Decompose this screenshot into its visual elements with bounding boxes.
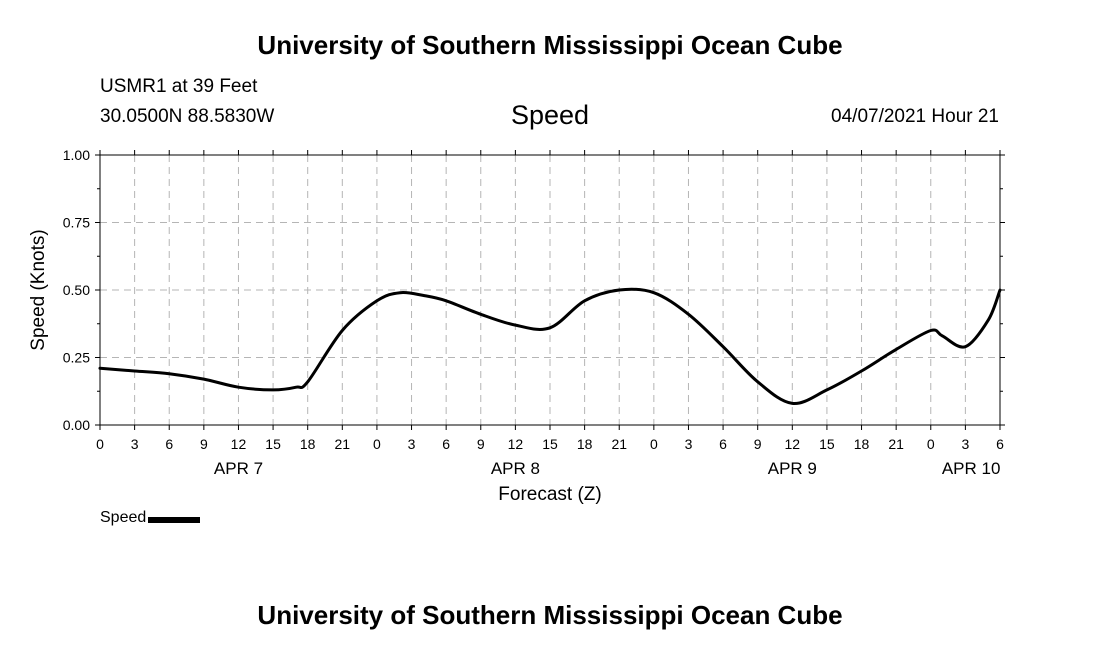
x-tick-label: 12 bbox=[785, 436, 801, 452]
x-date-label: APR 10 bbox=[942, 459, 1001, 478]
legend: Speed bbox=[100, 509, 201, 527]
x-tick-label: 6 bbox=[442, 436, 450, 452]
x-date-label: APR 7 bbox=[214, 459, 263, 478]
series-line-speed bbox=[98, 287, 1002, 405]
chart-labels: 0.00 0.25 0.50 0.75 1.00 0 3 6 9 12 15 18 21 0 3 6 9 12 15… bbox=[63, 147, 1004, 478]
x-tick-label: 21 bbox=[611, 436, 627, 452]
y-tick-label: 1.00 bbox=[63, 147, 90, 163]
x-tick-label: 15 bbox=[819, 436, 835, 452]
x-tick-label: 21 bbox=[335, 436, 351, 452]
x-axis-label: Forecast (Z) bbox=[498, 484, 601, 505]
plot-frame bbox=[99, 154, 1001, 426]
x-tick-label: 18 bbox=[854, 436, 870, 452]
chart-grid bbox=[100, 155, 1000, 425]
x-tick-label: 9 bbox=[477, 436, 485, 452]
page-title-top: University of Southern Mississippi Ocean… bbox=[257, 30, 843, 60]
x-tick-label: 6 bbox=[165, 436, 173, 452]
chart-ticks bbox=[95, 150, 1005, 430]
x-date-label: APR 9 bbox=[768, 459, 817, 478]
y-axis-label: Speed (Knots) bbox=[28, 229, 49, 350]
y-tick-label: 0.00 bbox=[63, 417, 90, 433]
station-label: USMR1 at 39 Feet bbox=[100, 76, 258, 97]
coordinates-label: 30.0500N 88.5830W bbox=[100, 106, 275, 127]
forecast-datestamp: 04/07/2021 Hour 21 bbox=[831, 106, 999, 127]
y-tick-label: 0.50 bbox=[63, 282, 90, 298]
x-tick-label: 0 bbox=[650, 436, 658, 452]
x-tick-label: 6 bbox=[996, 436, 1004, 452]
x-tick-label: 18 bbox=[577, 436, 593, 452]
x-tick-label: 0 bbox=[927, 436, 935, 452]
x-tick-label: 3 bbox=[408, 436, 416, 452]
x-date-label: APR 8 bbox=[491, 459, 540, 478]
x-tick-label: 15 bbox=[542, 436, 558, 452]
legend-label: Speed bbox=[100, 509, 147, 526]
x-tick-label: 9 bbox=[754, 436, 762, 452]
y-tick-label: 0.25 bbox=[63, 350, 90, 366]
chart-title: Speed bbox=[510, 100, 590, 130]
x-tick-label: 3 bbox=[961, 436, 969, 452]
x-tick-label: 3 bbox=[685, 436, 693, 452]
legend-swatch bbox=[148, 517, 201, 523]
x-tick-label: 0 bbox=[373, 436, 381, 452]
x-tick-label: 15 bbox=[265, 436, 281, 452]
page-title-bottom: University of Southern Mississippi Ocean… bbox=[257, 600, 843, 630]
x-tick-label: 3 bbox=[131, 436, 139, 452]
chart-series bbox=[98, 287, 1002, 405]
x-tick-label: 18 bbox=[300, 436, 316, 452]
y-tick-label: 0.75 bbox=[63, 215, 90, 231]
x-tick-label: 6 bbox=[719, 436, 727, 452]
x-tick-label: 9 bbox=[200, 436, 208, 452]
x-tick-label: 12 bbox=[231, 436, 247, 452]
x-tick-label: 12 bbox=[508, 436, 524, 452]
x-tick-label: 21 bbox=[888, 436, 904, 452]
x-tick-label: 0 bbox=[96, 436, 104, 452]
